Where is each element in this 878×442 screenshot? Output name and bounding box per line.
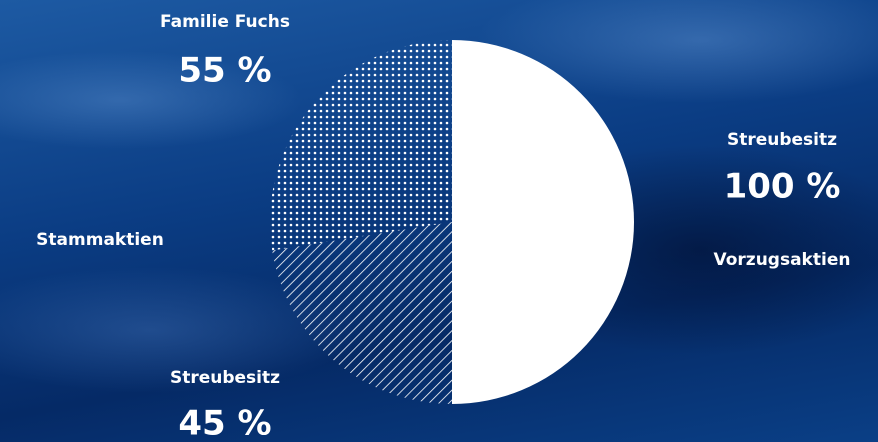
slice-label: Streubesitz	[727, 130, 837, 150]
pie-slice	[452, 40, 634, 404]
pie-slice	[270, 40, 452, 251]
value-label: 55 %	[178, 51, 271, 91]
pie-slice	[272, 222, 452, 404]
group-label: Stammaktien	[36, 230, 164, 250]
slice-label: Familie Fuchs	[160, 12, 290, 32]
value-label: 100 %	[724, 167, 841, 207]
slice-label: Streubesitz	[170, 368, 280, 388]
value-label: 45 %	[178, 404, 271, 442]
group-label: Vorzugsaktien	[714, 250, 851, 270]
